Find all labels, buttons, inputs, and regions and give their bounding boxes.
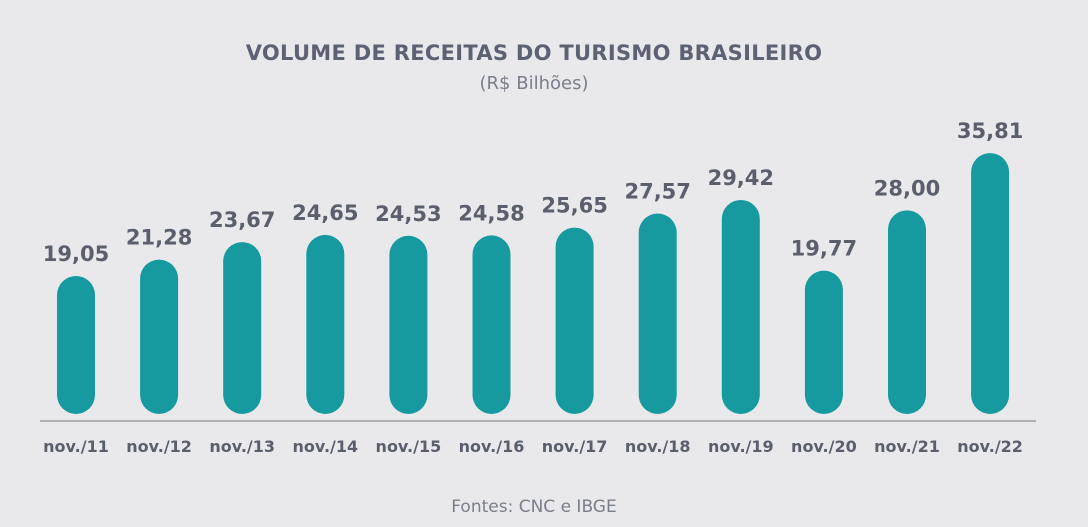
bar-nov19 xyxy=(721,199,760,414)
bar-nov14 xyxy=(306,234,345,414)
chart-title: VOLUME DE RECEITAS DO TURISMO BRASILEIRO xyxy=(246,41,823,65)
bar-nov17 xyxy=(555,227,594,414)
bar-nov22 xyxy=(971,153,1010,414)
bar-nov18 xyxy=(638,213,677,414)
x-tick-label: nov./11 xyxy=(43,437,109,456)
value-label: 23,67 xyxy=(209,208,275,232)
x-tick-label: nov./21 xyxy=(874,437,940,456)
x-tick-label: nov./15 xyxy=(376,437,442,456)
bar-nov21 xyxy=(888,210,926,414)
x-tick-label: nov./14 xyxy=(292,437,358,456)
bar-nov16 xyxy=(472,235,511,414)
x-tick-label: nov./20 xyxy=(791,437,857,456)
x-tick-labels: nov./11 nov./12 nov./13 nov./14 nov./15 nov./… xyxy=(43,437,1023,456)
bar-nov12 xyxy=(140,259,179,414)
value-label: 28,00 xyxy=(874,176,940,200)
bar-nov20 xyxy=(804,270,843,414)
bar-nov11 xyxy=(57,275,95,414)
value-label: 24,65 xyxy=(292,201,358,225)
bar-nov13 xyxy=(223,242,262,414)
value-label: 19,05 xyxy=(43,242,109,266)
value-label: 21,28 xyxy=(126,226,192,250)
value-label: 25,65 xyxy=(541,194,607,218)
value-label: 29,42 xyxy=(708,166,774,190)
value-label: 35,81 xyxy=(957,119,1023,143)
bar-nov15 xyxy=(389,235,428,414)
x-tick-label: nov./12 xyxy=(126,437,192,456)
chart-subtitle: (R$ Bilhões) xyxy=(480,73,589,94)
bars-group: 19,05 21,28 23,67 24,65 24,53 24,58 25,65 27,57… xyxy=(43,119,1023,414)
x-tick-label: nov./22 xyxy=(957,437,1023,456)
x-tick-label: nov./18 xyxy=(625,437,691,456)
x-tick-label: nov./13 xyxy=(209,437,275,456)
x-tick-label: nov./17 xyxy=(542,437,608,456)
x-tick-label: nov./16 xyxy=(459,437,525,456)
x-tick-label: nov./19 xyxy=(708,437,774,456)
value-label: 24,58 xyxy=(458,201,524,225)
value-label: 24,53 xyxy=(375,202,441,226)
value-label: 19,77 xyxy=(791,237,857,261)
source-note: Fontes: CNC e IBGE xyxy=(451,497,616,517)
value-label: 27,57 xyxy=(624,180,690,204)
